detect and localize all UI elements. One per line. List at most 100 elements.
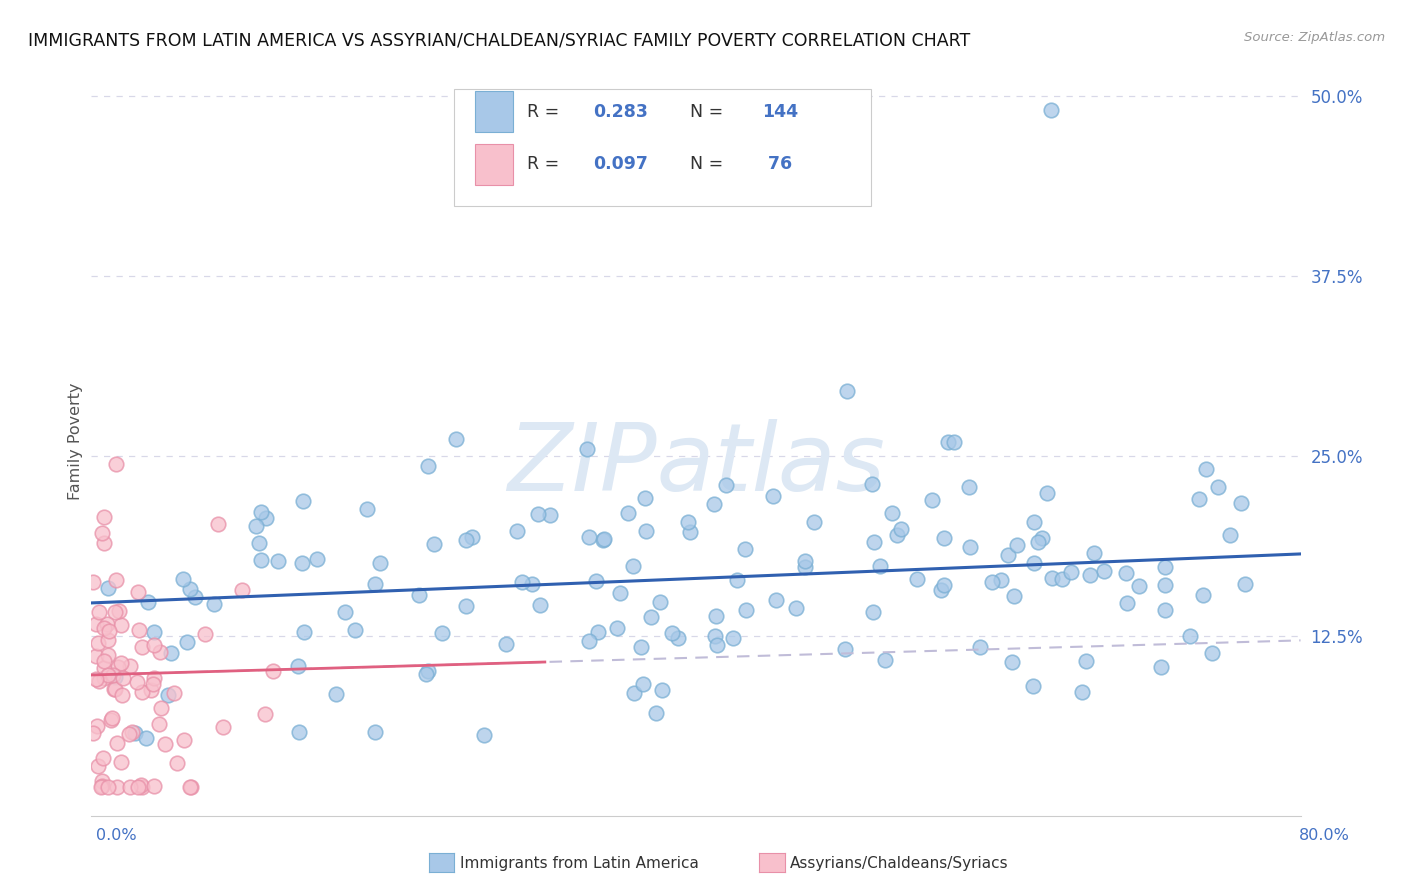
Point [634, 524, 657, 538]
Point [721, 631, 744, 645]
Point [704, 629, 727, 643]
Point [103, 682, 125, 697]
Point [96, 617, 118, 632]
Point [1115, 566, 1137, 580]
Point [495, 637, 517, 651]
Point [1233, 576, 1256, 591]
Point [1201, 646, 1223, 660]
Point [522, 576, 544, 591]
Point [621, 558, 644, 573]
Point [305, 552, 328, 566]
Point [107, 659, 129, 673]
Point [703, 497, 725, 511]
Point [1188, 492, 1211, 507]
Point [120, 780, 142, 795]
Point [104, 457, 127, 471]
Point [679, 525, 702, 540]
Point [139, 682, 162, 697]
Point [630, 640, 652, 655]
Point [212, 720, 235, 734]
Point [423, 536, 446, 550]
Point [651, 683, 673, 698]
Point [592, 533, 614, 547]
Point [105, 736, 128, 750]
Point [128, 623, 150, 637]
Point [585, 574, 607, 588]
Point [97, 648, 120, 663]
Point [1022, 515, 1045, 529]
Point [82, 575, 104, 590]
Point [1005, 537, 1028, 551]
Point [117, 727, 139, 741]
Point [136, 595, 159, 609]
Point [631, 677, 654, 691]
Point [890, 522, 912, 536]
Point [969, 640, 991, 655]
Point [1128, 579, 1150, 593]
Point [735, 603, 758, 617]
Text: Immigrants from Latin America: Immigrants from Latin America [460, 856, 699, 871]
Point [1180, 628, 1202, 642]
Point [179, 780, 201, 795]
Point [292, 625, 315, 640]
Point [706, 638, 728, 652]
Point [1195, 462, 1218, 476]
Point [716, 478, 738, 492]
Point [291, 556, 314, 570]
Point [125, 675, 148, 690]
Point [142, 671, 165, 685]
Point [111, 689, 134, 703]
Point [247, 536, 270, 550]
Point [461, 530, 484, 544]
Point [593, 533, 616, 547]
Point [704, 608, 727, 623]
Point [179, 582, 201, 597]
Point [959, 540, 981, 554]
Point [932, 577, 955, 591]
Point [176, 634, 198, 648]
Point [1208, 480, 1230, 494]
Point [1074, 654, 1097, 668]
Point [1035, 486, 1057, 500]
Point [980, 575, 1002, 590]
Point [160, 646, 183, 660]
Point [929, 582, 952, 597]
Point [1022, 556, 1045, 570]
Point [97, 633, 120, 648]
Point [325, 687, 347, 701]
Point [661, 626, 683, 640]
Point [957, 480, 980, 494]
Point [617, 506, 640, 520]
Point [97, 668, 120, 682]
Point [938, 434, 960, 449]
Point [645, 706, 668, 721]
Point [184, 590, 207, 604]
Point [1153, 559, 1175, 574]
Point [135, 731, 157, 745]
Point [131, 778, 153, 792]
Point [860, 477, 883, 491]
Point [1078, 568, 1101, 582]
Point [578, 530, 600, 544]
Point [288, 725, 311, 739]
Point [765, 593, 787, 607]
Point [1001, 655, 1024, 669]
Point [97, 780, 120, 795]
Point [862, 605, 884, 619]
Bar [475, 91, 513, 132]
Text: 0.0%: 0.0% [96, 829, 136, 843]
Point [231, 583, 253, 598]
Point [454, 533, 477, 547]
Point [1042, 570, 1064, 584]
Point [1022, 679, 1045, 693]
Point [249, 505, 271, 519]
Point [997, 548, 1019, 562]
Point [163, 686, 186, 700]
Point [576, 442, 599, 456]
Point [1115, 596, 1137, 610]
Point [105, 574, 128, 588]
Point [526, 507, 548, 521]
Point [1040, 103, 1063, 117]
Point [1002, 589, 1025, 603]
Point [84, 672, 107, 686]
